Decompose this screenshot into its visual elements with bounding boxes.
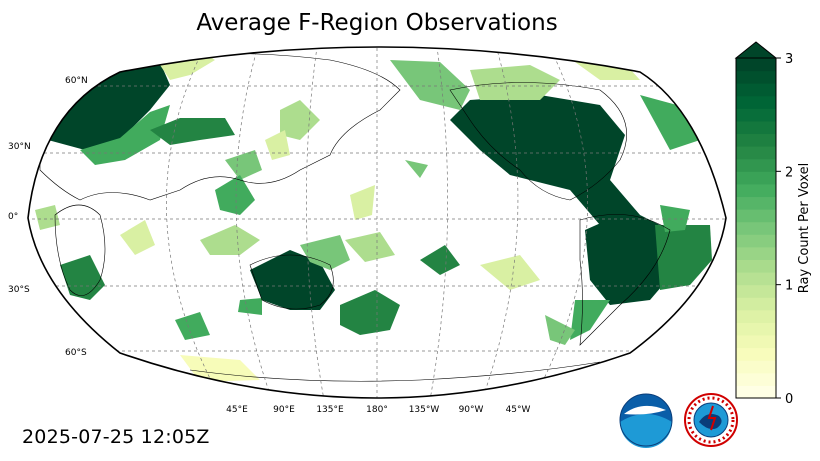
colorbar-segment <box>736 70 776 84</box>
chart-title: Average F-Region Observations <box>196 10 557 36</box>
colorbar-segment <box>736 95 776 109</box>
colorbar-segment <box>736 347 776 361</box>
map <box>28 47 726 398</box>
national-weather-service-logo <box>684 393 738 447</box>
colorbar-segment <box>736 58 776 72</box>
lon-labels: 45°E 90°E 135°E 180° 135°W 90°W 45°W <box>226 405 530 415</box>
noaa-logo <box>619 393 673 448</box>
lat-label-30n: 30°N <box>8 142 31 152</box>
colorbar-segment <box>736 171 776 185</box>
region-europe <box>48 62 170 150</box>
region-north-america <box>450 95 640 225</box>
region-east-asia <box>150 118 235 145</box>
colorbar-label: Ray Count Per Voxel <box>797 163 812 293</box>
colorbar-segment <box>736 372 776 386</box>
colorbar-segment <box>736 146 776 160</box>
colorbar-segment <box>736 335 776 349</box>
colorbar-segment <box>736 246 776 260</box>
colorbar-segment <box>736 322 776 336</box>
colorbar-segment <box>736 297 776 311</box>
colorbar-segment <box>736 196 776 210</box>
colorbar-segment <box>736 234 776 248</box>
colorbar-segment <box>736 272 776 286</box>
colorbar-segment <box>736 183 776 198</box>
colorbar-tick-label: 2 <box>785 165 793 180</box>
timestamp: 2025-07-25 12:05Z <box>22 426 210 448</box>
colorbar-segment <box>736 158 776 172</box>
lon-label-45e: 45°E <box>226 405 248 415</box>
lon-label-90w: 90°W <box>459 405 484 415</box>
gridlines <box>28 47 726 398</box>
data-field <box>35 50 712 382</box>
colorbar-segments <box>736 58 776 399</box>
colorbar-tick-label: 1 <box>785 279 793 294</box>
colorbar-tick-label: 0 <box>785 392 793 407</box>
colorbar-segment <box>736 209 776 223</box>
lat-label-0: 0° <box>8 212 18 222</box>
colorbar-frame <box>735 57 777 399</box>
colorbar-segment <box>736 221 776 235</box>
colorbar-segment <box>736 309 776 323</box>
colorbar-segment <box>736 120 776 135</box>
region-australia <box>250 250 335 310</box>
lon-label-135e: 135°E <box>316 405 344 415</box>
colorbar-extend-arrow <box>734 41 778 59</box>
colorbar-ticks: 0 1 2 3 <box>776 52 793 407</box>
colorbar-segment <box>736 108 776 122</box>
colorbar-segment <box>736 284 776 298</box>
lon-label-180: 180° <box>366 405 388 415</box>
lon-label-90e: 90°E <box>273 405 295 415</box>
lat-label-60n: 60°N <box>65 76 88 86</box>
colorbar-segment <box>736 83 776 97</box>
lat-label-60s: 60°S <box>65 348 87 358</box>
map-outline <box>27 46 727 399</box>
colorbar-segment <box>736 259 776 273</box>
lon-label-45w: 45°W <box>506 405 531 415</box>
region-southern-pacific <box>420 245 460 275</box>
colorbar-tick-label: 3 <box>785 52 793 67</box>
colorbar-segment <box>736 385 776 399</box>
colorbar-segment <box>736 360 776 374</box>
lat-labels: 60°N 30°N 0° 30°S 60°S <box>8 76 88 358</box>
colorbar: 0 1 2 3 Ray Count Per Voxel <box>734 41 812 407</box>
lon-label-135w: 135°W <box>409 405 440 415</box>
colorbar-segment <box>736 133 776 147</box>
lat-label-30s: 30°S <box>8 285 30 295</box>
